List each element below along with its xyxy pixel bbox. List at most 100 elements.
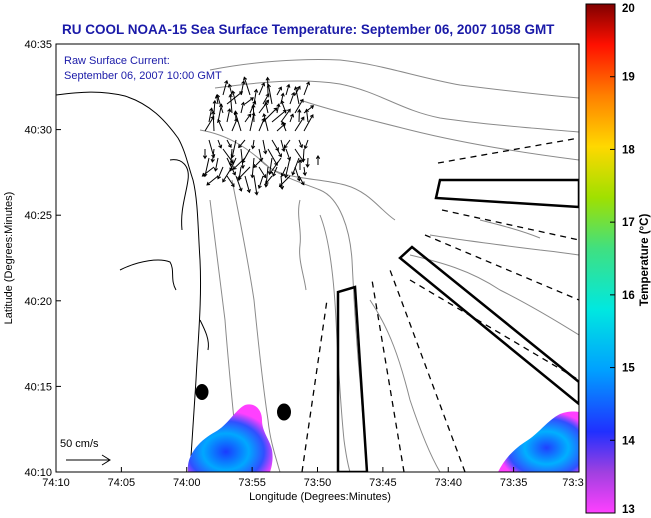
- current-vector-arrow: [250, 139, 256, 150]
- current-vector-arrow: [249, 112, 256, 132]
- current-vector-arrow: [294, 116, 305, 132]
- current-vector-arrow: [304, 108, 309, 123]
- current-vector-arrow: [279, 175, 285, 190]
- current-vector-arrow: [240, 148, 245, 170]
- y-tick-label: 40:30: [24, 125, 52, 137]
- current-vector-arrow: [280, 139, 286, 152]
- surface-current-vectors: [201, 76, 321, 196]
- buoy-marker-east: [277, 403, 291, 421]
- current-vector-arrow: [257, 175, 264, 189]
- current-vector-arrow: [244, 113, 252, 123]
- current-vector-arrow: [202, 149, 208, 160]
- current-vector-arrow: [201, 166, 215, 177]
- current-vector-arrow: [253, 175, 259, 196]
- current-vector-arrow: [285, 83, 291, 96]
- current-vector-arrow: [243, 76, 251, 96]
- current-vector-arrow: [265, 175, 273, 185]
- y-tick-label: 40:25: [24, 210, 52, 222]
- scale-label: 50 cm/s: [60, 438, 99, 450]
- traffic-separation-lines: [301, 137, 579, 472]
- colorbar-tick-label: 19: [622, 72, 635, 84]
- current-vector-arrow: [206, 175, 219, 186]
- current-vector-arrow: [217, 118, 224, 132]
- map-title: RU COOL NOAA-15 Sea Surface Temperature:…: [62, 22, 555, 37]
- current-vector-arrow: [297, 108, 302, 123]
- colorbar-tick-label: 13: [622, 504, 635, 516]
- current-vector-arrow: [276, 86, 282, 96]
- current-vector-arrow: [264, 101, 269, 114]
- x-tick-label: 73:3: [562, 477, 583, 489]
- x-tick-label: 74:00: [173, 477, 201, 489]
- current-vector-arrow: [258, 99, 270, 114]
- x-tick-label: 73:55: [238, 477, 266, 489]
- y-tick-label: 40:20: [24, 296, 52, 308]
- current-vector-arrow: [269, 157, 282, 175]
- current-vector-arrow: [280, 166, 287, 177]
- current-vector-arrow: [280, 108, 291, 123]
- current-vector-arrow: [283, 157, 291, 179]
- sst-patch-southwest: [187, 404, 273, 472]
- current-vector-arrow: [258, 166, 267, 179]
- current-vector-arrow: [298, 139, 304, 149]
- colorbar-tick-label: 18: [622, 144, 635, 156]
- current-vector-arrow: [303, 139, 309, 150]
- current-vector-arrow: [298, 175, 305, 186]
- current-vector-arrow: [210, 148, 215, 163]
- y-tick-label: 40:35: [24, 39, 52, 51]
- current-vector-arrow: [244, 97, 254, 105]
- current-vector-arrow: [262, 139, 268, 155]
- current-vector-arrow: [232, 157, 246, 170]
- current-vector-arrow: [231, 90, 237, 105]
- current-vector-arrow: [253, 157, 264, 168]
- current-vector-arrow: [294, 85, 301, 96]
- current-vector-arrow: [276, 148, 282, 158]
- current-vector-arrow: [294, 98, 304, 114]
- current-vector-arrow: [291, 157, 300, 176]
- current-vector-arrow: [278, 175, 291, 188]
- current-vector-arrow: [237, 166, 251, 180]
- colorbar: [585, 3, 616, 514]
- colorbar-tick-label: 17: [622, 217, 635, 229]
- current-vector-arrow: [303, 114, 314, 132]
- colorbar-tick-label: 20: [622, 3, 635, 15]
- colorbar-tick-label: 16: [622, 290, 635, 302]
- current-annotation-line1: Raw Surface Current:: [64, 55, 170, 67]
- y-axis-ticks: 40:35 40:30 40:25 40:20 40:15 40:10: [24, 39, 61, 479]
- current-vector-arrow: [215, 93, 224, 114]
- current-vector-arrow: [297, 159, 303, 170]
- current-vector-arrow: [315, 155, 321, 165]
- current-vector-arrow: [258, 117, 266, 132]
- current-vector-arrow: [233, 111, 242, 132]
- colorbar-label: Temperature (°C): [639, 214, 651, 307]
- current-vector-arrow: [226, 139, 232, 149]
- current-vector-arrow: [226, 175, 235, 188]
- current-vector-arrow: [244, 175, 251, 194]
- x-axis-ticks: 74:10 74:05 74:00 73:55 73:50 73:45 73:40 73:35…: [42, 467, 584, 489]
- colorbar-ticks: 20 19 18 17 16 15 14 13: [610, 3, 635, 516]
- x-tick-label: 73:40: [434, 477, 462, 489]
- current-vector-arrow: [222, 166, 233, 183]
- current-vector-arrow: [281, 121, 287, 132]
- current-vector-arrow: [213, 157, 219, 172]
- y-axis-label: Latitude (Degrees:Minutes): [3, 192, 15, 325]
- x-tick-label: 74:10: [42, 477, 70, 489]
- current-vector-arrow: [226, 157, 236, 176]
- colorbar-tick-label: 14: [622, 435, 635, 447]
- current-vector-arrow: [276, 103, 281, 114]
- current-vector-arrow: [250, 157, 255, 179]
- current-vector-arrow: [289, 91, 296, 105]
- bathymetry-contours: [199, 58, 579, 472]
- x-tick-label: 73:45: [369, 477, 397, 489]
- current-vector-arrow: [262, 93, 270, 105]
- x-tick-label: 73:35: [500, 477, 528, 489]
- y-tick-label: 40:10: [24, 467, 52, 479]
- current-vector-arrow: [258, 82, 266, 96]
- current-vector-arrow: [301, 148, 306, 163]
- current-vector-arrow: [249, 100, 257, 114]
- current-vector-arrow: [226, 108, 232, 123]
- current-vector-arrow: [208, 107, 214, 123]
- land-mass: [56, 95, 200, 472]
- current-vector-arrow: [266, 83, 273, 105]
- x-axis-label: Longitude (Degrees:Minutes): [249, 491, 391, 503]
